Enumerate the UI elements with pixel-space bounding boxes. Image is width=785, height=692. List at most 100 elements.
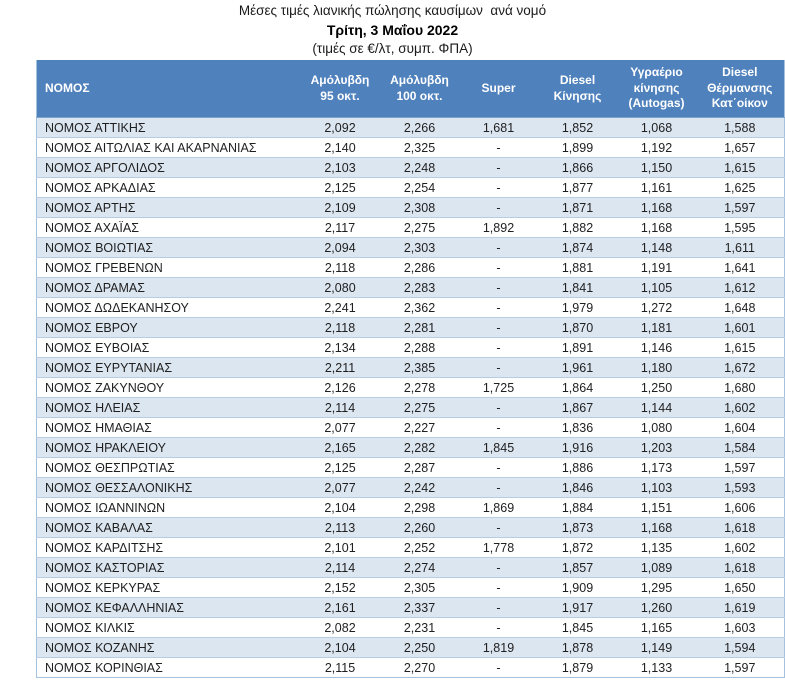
price-cell: 2,303: [379, 237, 460, 258]
prefecture-cell: ΝΟΜΟΣ ΔΡΑΜΑΣ: [36, 277, 301, 298]
column-header: Diesel Θέρμανσης Κατ΄οίκον: [695, 60, 785, 118]
price-cell: -: [459, 617, 538, 638]
price-cell: 2,082: [300, 617, 380, 638]
price-cell: 2,305: [379, 577, 460, 598]
price-cell: 2,274: [379, 557, 460, 578]
price-cell: -: [459, 657, 538, 678]
price-cell: 2,231: [379, 617, 460, 638]
price-cell: 1,151: [617, 497, 696, 518]
price-cell: 1,180: [617, 357, 696, 378]
price-cell: 1,593: [695, 477, 785, 498]
prefecture-cell: ΝΟΜΟΣ ΒΟΙΩΤΙΑΣ: [36, 237, 301, 258]
price-cell: 1,165: [617, 617, 696, 638]
prefecture-cell: ΝΟΜΟΣ ΚΙΛΚΙΣ: [36, 617, 301, 638]
prefecture-cell: ΝΟΜΟΣ ΚΟΖΑΝΗΣ: [36, 637, 301, 658]
price-cell: -: [459, 257, 538, 278]
price-cell: 1,867: [537, 397, 618, 418]
price-cell: 2,103: [300, 157, 380, 178]
table-row: ΝΟΜΟΣ ΔΩΔΕΚΑΝΗΣΟΥ 2,241 2,362-1,979 1,272 1,…: [36, 297, 785, 318]
table-row: ΝΟΜΟΣ ΓΡΕΒΕΝΩΝ 2,118 2,286-1,881 1,191 1,641: [36, 257, 785, 278]
table-row: ΝΟΜΟΣ ΑΡΤΗΣ 2,109 2,308-1,871 1,168 1,597: [36, 197, 785, 218]
price-cell: 2,109: [300, 197, 380, 218]
price-cell: -: [459, 177, 538, 198]
price-cell: 1,870: [537, 317, 618, 338]
prefecture-cell: ΝΟΜΟΣ ΚΕΦΑΛΛΗΝΙΑΣ: [36, 597, 301, 618]
column-header: Υγραέριο κίνησης (Autogas): [617, 60, 696, 118]
table-row: ΝΟΜΟΣ ΘΕΣΣΑΛΟΝΙΚΗΣ 2,077 2,242-1,846 1,103 1…: [36, 477, 785, 498]
price-cell: -: [459, 157, 538, 178]
price-cell: 1,873: [537, 517, 618, 538]
price-cell: -: [459, 417, 538, 438]
price-cell: 1,819: [459, 637, 538, 658]
table-row: ΝΟΜΟΣ ΒΟΙΩΤΙΑΣ 2,094 2,303-1,874 1,148 1,611: [36, 237, 785, 258]
prefecture-cell: ΝΟΜΟΣ ΗΡΑΚΛΕΙΟΥ: [36, 437, 301, 458]
report-header: Μέσες τιμές λιανικής πώλησης καυσίμων αν…: [0, 2, 785, 58]
price-cell: 1,657: [695, 137, 785, 158]
price-cell: 1,597: [695, 197, 785, 218]
price-cell: 1,601: [695, 317, 785, 338]
price-cell: 1,979: [537, 297, 618, 318]
price-cell: 1,133: [617, 657, 696, 678]
price-cell: -: [459, 457, 538, 478]
price-cell: 2,337: [379, 597, 460, 618]
prefecture-cell: ΝΟΜΟΣ ΚΑΣΤΟΡΙΑΣ: [36, 557, 301, 578]
price-cell: 2,275: [379, 397, 460, 418]
table-row: ΝΟΜΟΣ ΚΑΣΤΟΡΙΑΣ 2,114 2,274-1,857 1,089 1,61…: [36, 557, 785, 578]
table-row: ΝΟΜΟΣ ΕΥΒΟΙΑΣ 2,134 2,288-1,891 1,146 1,615: [36, 337, 785, 358]
price-cell: 1,871: [537, 197, 618, 218]
price-cell: 1,203: [617, 437, 696, 458]
report-date: Τρίτη, 3 Μαΐου 2022: [326, 22, 459, 38]
price-cell: -: [459, 517, 538, 538]
prefecture-cell: ΝΟΜΟΣ ΑΡΓΟΛΙΔΟΣ: [36, 157, 301, 178]
price-cell: 2,281: [379, 317, 460, 338]
price-cell: 2,270: [379, 657, 460, 678]
price-cell: 1,612: [695, 277, 785, 298]
price-cell: -: [459, 577, 538, 598]
price-cell: 1,173: [617, 457, 696, 478]
column-header-nomos: ΝΟΜΟΣ: [36, 60, 301, 118]
price-cell: 1,272: [617, 297, 696, 318]
price-cell: 1,872: [537, 537, 618, 558]
price-cell: 2,114: [300, 397, 380, 418]
price-cell: 2,241: [300, 297, 380, 318]
price-cell: 2,278: [379, 377, 460, 398]
price-cell: 1,606: [695, 497, 785, 518]
price-cell: 2,104: [300, 637, 380, 658]
prefecture-cell: ΝΟΜΟΣ ΚΑΡΔΙΤΣΗΣ: [36, 537, 301, 558]
price-cell: 2,101: [300, 537, 380, 558]
price-cell: 1,879: [537, 657, 618, 678]
price-cell: 2,242: [379, 477, 460, 498]
table-row: ΝΟΜΟΣ ΗΜΑΘΙΑΣ 2,077 2,227-1,836 1,080 1,604: [36, 417, 785, 438]
table-row: ΝΟΜΟΣ ΙΩΑΝΝΙΝΩΝ 2,104 2,298 1,869 1,884 1,151…: [36, 497, 785, 518]
price-cell: 2,152: [300, 577, 380, 598]
price-cell: 1,725: [459, 377, 538, 398]
prefecture-cell: ΝΟΜΟΣ ΚΟΡΙΝΘΙΑΣ: [36, 657, 301, 678]
price-cell: 2,140: [300, 137, 380, 158]
price-cell: 2,325: [379, 137, 460, 158]
price-cell: 2,227: [379, 417, 460, 438]
price-cell: 1,618: [695, 517, 785, 538]
price-cell: 1,080: [617, 417, 696, 438]
price-cell: 2,275: [379, 217, 460, 238]
price-cell: 1,615: [695, 157, 785, 178]
price-cell: 1,168: [617, 197, 696, 218]
table-header-row: ΝΟΜΟΣ Αμόλυβδη 95 οκτ. Αμόλυβδη 100 οκτ. Su…: [36, 60, 785, 118]
price-cell: 1,250: [617, 377, 696, 398]
table-row: ΝΟΜΟΣ ΚΕΦΑΛΛΗΝΙΑΣ 2,161 2,337-1,917 1,260 1,…: [36, 597, 785, 618]
price-cell: 2,385: [379, 357, 460, 378]
prefecture-cell: ΝΟΜΟΣ ΑΙΤΩΛΙΑΣ ΚΑΙ ΑΚΑΡΝΑΝΙΑΣ: [36, 137, 301, 158]
column-header: Αμόλυβδη 95 οκτ.: [300, 60, 380, 118]
price-cell: 1,588: [724, 120, 756, 135]
prefecture-cell: ΝΟΜΟΣ ΗΛΕΙΑΣ: [36, 397, 301, 418]
price-cell: 1,144: [617, 397, 696, 418]
prefecture-cell: ΝΟΜΟΣ ΕΒΡΟΥ: [36, 317, 301, 338]
price-cell: 2,080: [300, 277, 380, 298]
price-cell: -: [459, 197, 538, 218]
prefecture-cell: ΝΟΜΟΣ ΗΜΑΘΙΑΣ: [36, 417, 301, 438]
price-cell: 1,191: [617, 257, 696, 278]
price-cell: 1,260: [617, 597, 696, 618]
price-cell: 1,881: [537, 257, 618, 278]
price-cell: 2,114: [300, 557, 380, 578]
price-cell: 1,602: [695, 537, 785, 558]
table-row: ΝΟΜΟΣ ΑΡΚΑΔΙΑΣ 2,125 2,254-1,877 1,161 1,625: [36, 177, 785, 198]
